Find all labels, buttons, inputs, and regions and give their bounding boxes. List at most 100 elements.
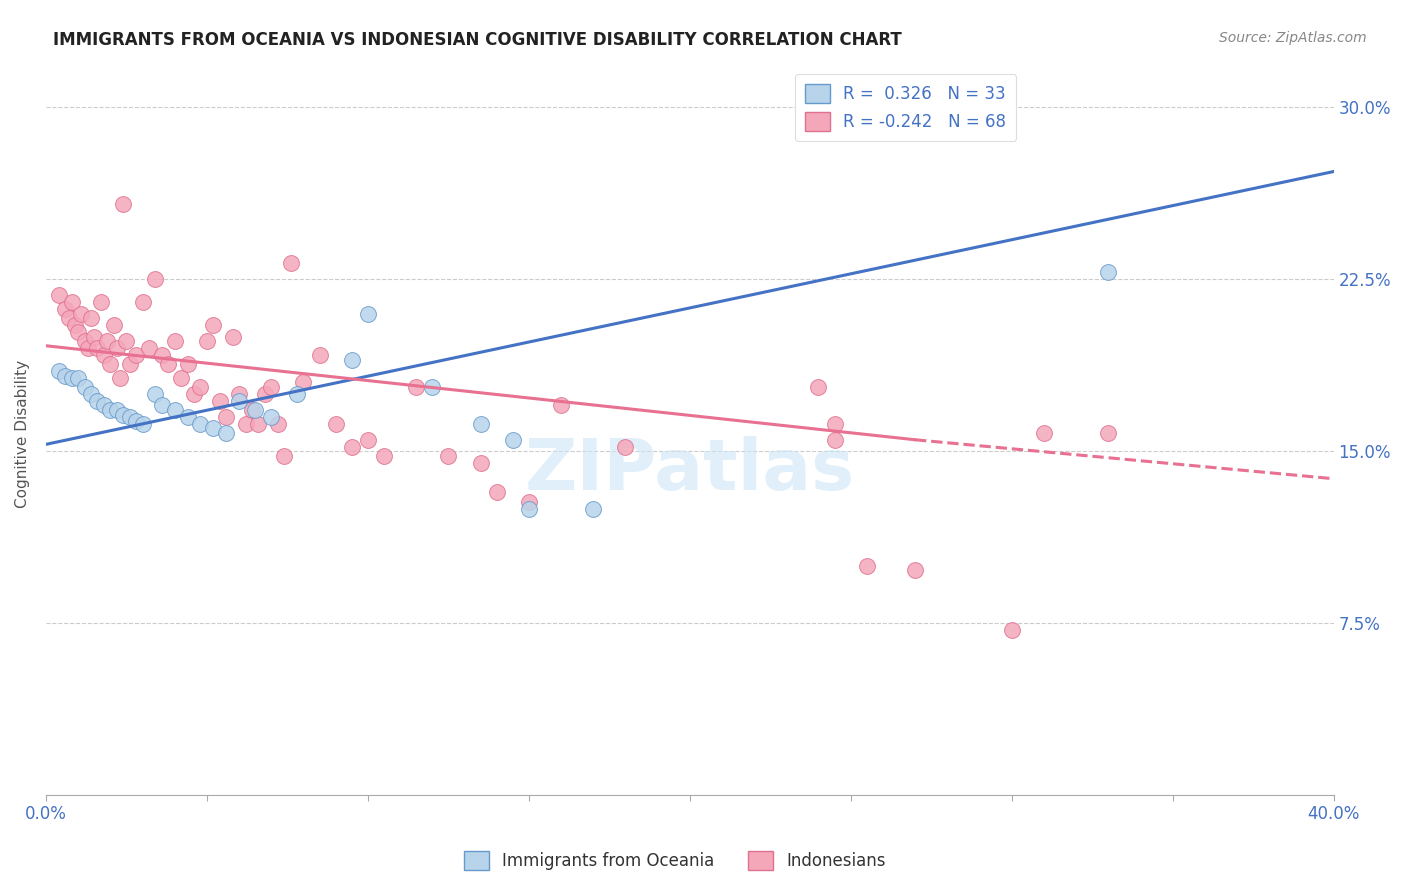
Legend: R =  0.326   N = 33, R = -0.242   N = 68: R = 0.326 N = 33, R = -0.242 N = 68 [794,74,1017,141]
Point [60,371,83,385]
Point [340,440,363,454]
Point [405,380,427,394]
Point [53,368,76,383]
Point [125,348,148,362]
Point [208,393,231,408]
Point [285,387,308,401]
Point [470,417,492,431]
Point [86,393,108,408]
Point [420,380,443,394]
Point [550,398,572,412]
Point [437,449,460,463]
Point [105,403,128,417]
Point [176,357,198,371]
Point [190,417,212,431]
Point [1001,623,1024,637]
Point [163,403,186,417]
Point [73,380,96,394]
Point [824,417,846,431]
Point [1097,265,1119,279]
Point [260,409,283,424]
Point [614,440,637,454]
Point [67,325,90,339]
Point [824,433,846,447]
Point [373,449,395,463]
Point [245,403,267,417]
Point [292,376,315,390]
Point [115,334,138,348]
Point [63,318,86,333]
Point [221,329,243,343]
Point [183,387,205,401]
Point [517,501,540,516]
Point [202,318,225,333]
Point [247,417,270,431]
Point [90,295,112,310]
Point [357,307,380,321]
Point [118,409,141,424]
Point [60,295,83,310]
Point [112,408,135,422]
Point [58,311,80,326]
Point [228,393,250,408]
Point [83,329,105,343]
Point [53,302,76,317]
Point [145,387,167,401]
Point [502,433,524,447]
Point [485,485,508,500]
Point [517,494,540,508]
Point [267,417,290,431]
Point [195,334,218,348]
Point [280,256,302,270]
Point [1032,425,1054,440]
Point [76,341,98,355]
Point [235,417,257,431]
Point [112,196,135,211]
Point [357,433,380,447]
Point [904,563,927,577]
Point [80,387,103,401]
Point [202,421,225,435]
Point [260,380,283,394]
Point [48,364,70,378]
Point [855,558,877,573]
Point [240,403,263,417]
Point [176,409,198,424]
Point [807,380,830,394]
Point [48,288,70,302]
Point [73,334,96,348]
Point [80,311,103,326]
Point [98,357,121,371]
Point [131,417,153,431]
Point [125,414,148,428]
Point [108,371,131,385]
Point [86,341,108,355]
Point [118,357,141,371]
Point [70,307,93,321]
Point [98,403,121,417]
Point [253,387,276,401]
Point [93,348,115,362]
Point [93,398,115,412]
Text: IMMIGRANTS FROM OCEANIA VS INDONESIAN COGNITIVE DISABILITY CORRELATION CHART: IMMIGRANTS FROM OCEANIA VS INDONESIAN CO… [53,31,903,49]
Point [470,456,492,470]
Point [340,352,363,367]
Point [150,348,173,362]
Point [170,371,193,385]
Point [131,295,153,310]
Point [103,318,125,333]
Point [67,371,90,385]
Point [582,501,605,516]
Point [150,398,173,412]
Point [145,272,167,286]
Point [228,387,250,401]
Point [215,425,238,440]
Text: ZIPatlas: ZIPatlas [524,435,855,505]
Point [96,334,118,348]
Point [190,380,212,394]
Y-axis label: Cognitive Disability: Cognitive Disability [15,360,30,508]
Point [325,417,347,431]
Point [157,357,180,371]
Legend: Immigrants from Oceania, Indonesians: Immigrants from Oceania, Indonesians [457,844,893,877]
Point [163,334,186,348]
